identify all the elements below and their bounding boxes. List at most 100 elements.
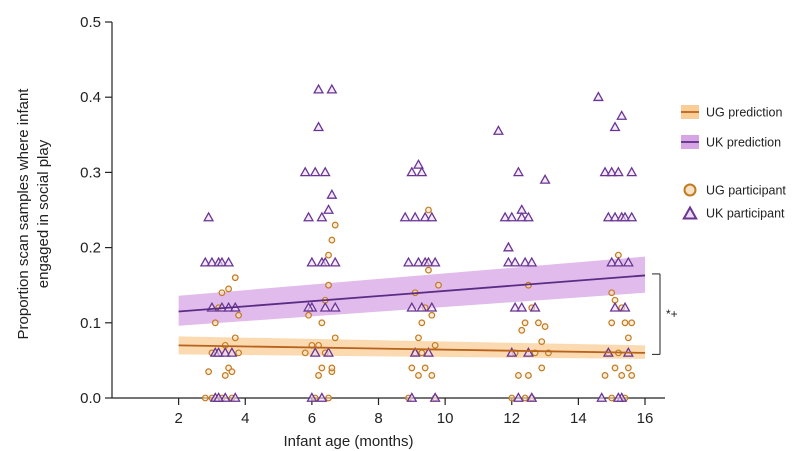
ug-participant-point bbox=[231, 334, 239, 342]
ug-participant-point bbox=[431, 341, 439, 349]
uk-participant-point bbox=[199, 256, 211, 267]
uk-participant-point bbox=[319, 301, 331, 312]
uk-participant-point bbox=[313, 83, 325, 94]
uk-participant-point bbox=[313, 121, 325, 132]
y-tick-label: 0.3 bbox=[80, 164, 101, 181]
uk-participant-point bbox=[223, 256, 235, 267]
uk-participant-point bbox=[329, 301, 341, 312]
ug-participant-point bbox=[621, 319, 629, 327]
ug-participant-point bbox=[428, 311, 436, 319]
uk-participant-point bbox=[512, 392, 524, 402]
ug-participant-point bbox=[235, 349, 242, 357]
legend-label: UG prediction bbox=[706, 106, 782, 120]
uk-participant-point bbox=[612, 392, 624, 402]
x-tick-label: 10 bbox=[437, 410, 454, 427]
legend-label: UK participant bbox=[706, 207, 785, 221]
uk-participant-point bbox=[306, 392, 318, 402]
uk-participant-point bbox=[609, 211, 621, 222]
uk-participant-point bbox=[319, 166, 331, 177]
uk-prediction-band bbox=[178, 256, 646, 326]
axis-labels: Infant age (months) Proportion scan sampl… bbox=[15, 88, 414, 450]
ug-participant-point bbox=[305, 311, 312, 319]
x-tick-label: 8 bbox=[374, 410, 382, 427]
uk-participant-point bbox=[323, 346, 335, 357]
y-tick-label: 0.1 bbox=[80, 315, 101, 332]
uk-participant-point bbox=[626, 211, 638, 222]
uk-participant-point bbox=[316, 211, 328, 222]
uk-participant-point bbox=[216, 256, 228, 267]
prediction-lines bbox=[178, 274, 646, 354]
ug-participant-point bbox=[231, 274, 239, 282]
legend-label: UK prediction bbox=[706, 136, 781, 150]
uk-participant-point bbox=[406, 392, 418, 402]
legend-uk-point-swatch bbox=[682, 205, 698, 220]
ug-participant-point bbox=[205, 368, 213, 376]
ug-participant-point bbox=[608, 394, 616, 402]
uk-participant-point bbox=[502, 256, 514, 267]
x-tick-label: 6 bbox=[308, 410, 316, 427]
ug-participant-point bbox=[608, 319, 616, 327]
uk-participant-point bbox=[429, 256, 441, 267]
uk-participant-point bbox=[516, 301, 528, 312]
ug-participant-point bbox=[418, 349, 426, 357]
uk-participant-point bbox=[206, 256, 218, 267]
uk-participant-point bbox=[619, 211, 631, 222]
uk-participant-point bbox=[413, 256, 424, 267]
uk-participant-point bbox=[619, 301, 631, 312]
uk-participant-point bbox=[326, 189, 338, 199]
ug-participant-point bbox=[315, 372, 322, 379]
uk-participant-point bbox=[499, 211, 511, 222]
ug-participant-point bbox=[408, 364, 416, 372]
x-tick-label: 16 bbox=[637, 410, 654, 427]
uk-participant-point bbox=[502, 241, 514, 252]
ug-participant-point bbox=[325, 281, 332, 289]
uk-participant-point bbox=[226, 346, 238, 357]
axes: 0.0 0.1 0.2 0.3 0.4 0.5 2 4 6 8 10 12 14 16 bbox=[80, 14, 665, 427]
ug-participant-point bbox=[425, 266, 432, 274]
uk-participant-point bbox=[409, 211, 421, 222]
x-tick-label: 2 bbox=[174, 410, 182, 427]
y-axis-label-line: engaged in social play bbox=[35, 139, 52, 288]
ug-participant-point bbox=[301, 349, 309, 357]
uk-participant-point bbox=[596, 392, 608, 402]
uk-participant-point bbox=[516, 204, 528, 214]
uk-participant-point bbox=[416, 166, 428, 177]
ug-participant-point bbox=[515, 372, 522, 379]
uk-participant-point bbox=[419, 211, 431, 222]
legend-ug-point-swatch bbox=[683, 183, 697, 197]
y-tick-label: 0.4 bbox=[80, 89, 101, 106]
uk-participant-point bbox=[316, 392, 328, 402]
significance-label: *+ bbox=[666, 307, 678, 321]
ug-participant-point bbox=[415, 372, 422, 379]
ug-participant-point bbox=[538, 364, 546, 372]
ug-participant-point bbox=[211, 319, 219, 327]
uk-participant-point bbox=[526, 392, 538, 402]
uk-participant-point bbox=[622, 256, 634, 267]
ug-participant-point bbox=[518, 326, 526, 334]
uk-participant-point bbox=[203, 211, 215, 222]
ug-participant-point bbox=[425, 206, 432, 214]
uk-participant-point bbox=[213, 392, 225, 402]
uk-participant-point bbox=[213, 346, 225, 357]
uk-participant-point bbox=[426, 211, 438, 222]
uk-participant-point bbox=[329, 256, 341, 267]
uk-participant-point bbox=[429, 392, 441, 402]
y-tick-label: 0.2 bbox=[80, 240, 101, 257]
ug-participant-point bbox=[521, 394, 529, 402]
uk-participant-point bbox=[526, 256, 538, 267]
ug-participant-point bbox=[318, 319, 326, 327]
ug-participant-point bbox=[235, 311, 242, 319]
significance-annotation: *+ bbox=[652, 273, 678, 355]
uk-participant-point bbox=[612, 166, 624, 177]
uk-participant-point bbox=[606, 256, 618, 267]
legend: UG prediction UK prediction UG participant… bbox=[681, 105, 786, 221]
uk-participant-point bbox=[319, 256, 331, 267]
uk-participant-point bbox=[512, 166, 524, 177]
ug-participant-point bbox=[624, 334, 632, 342]
ug-participant-point bbox=[601, 372, 609, 379]
uk-participant-point bbox=[422, 346, 434, 357]
ug-participant-point bbox=[628, 319, 636, 327]
uk-participant-point bbox=[422, 256, 434, 267]
uk-participant-point bbox=[403, 256, 414, 267]
